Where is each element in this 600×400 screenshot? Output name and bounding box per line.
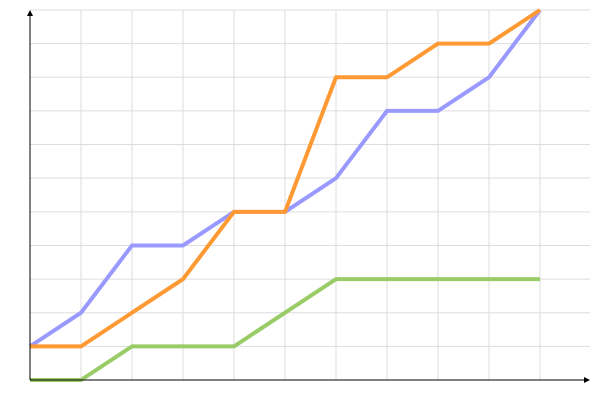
x-axis-arrow-icon bbox=[584, 377, 590, 383]
y-axis-arrow-icon bbox=[27, 10, 33, 16]
axes bbox=[27, 10, 590, 383]
series-line-2 bbox=[30, 8, 542, 349]
grid bbox=[30, 9, 590, 380]
series-line-3 bbox=[30, 277, 540, 382]
series-group bbox=[28, 8, 542, 382]
